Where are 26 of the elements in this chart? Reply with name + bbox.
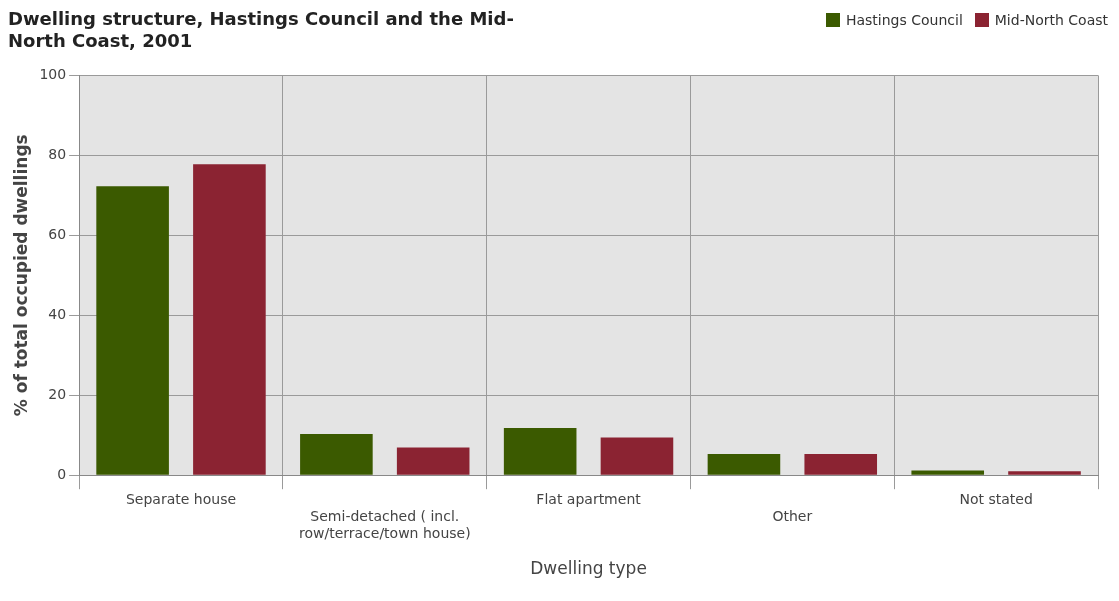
bar (600, 437, 674, 475)
bar (193, 164, 266, 475)
bar (96, 186, 169, 475)
y-tick-label: 80 (48, 146, 67, 162)
legend-label: Hastings Council (845, 12, 963, 28)
x-axis-title: Dwelling type (530, 558, 647, 579)
bar (707, 454, 781, 475)
y-axis-title: % of total occupied dwellings (10, 134, 31, 417)
y-tick-label: 40 (48, 305, 67, 322)
bar (911, 470, 985, 475)
x-tick-label: Not stated (959, 491, 1033, 508)
bar (503, 428, 577, 475)
bar (300, 434, 373, 475)
y-tick-label: 60 (48, 225, 67, 242)
y-tick-label: 20 (48, 385, 67, 402)
x-tick-label: Semi-detached ( incl. row/terrace/town house) (298, 508, 471, 541)
y-tick-label: 0 (57, 465, 67, 482)
y-tick-label: 100 (39, 66, 67, 83)
x-tick-label: Separate house (125, 491, 237, 508)
legend-label: Mid-North Coast (994, 12, 1108, 28)
chart-title: Dwelling structure, Hastings Council and the Mid-North Coast, 2001 (8, 8, 515, 52)
x-tick-label: Flat apartment (536, 491, 642, 508)
bar (1008, 471, 1081, 475)
bar (396, 447, 470, 475)
x-tick-label: Other (772, 508, 813, 525)
bar (804, 454, 878, 475)
